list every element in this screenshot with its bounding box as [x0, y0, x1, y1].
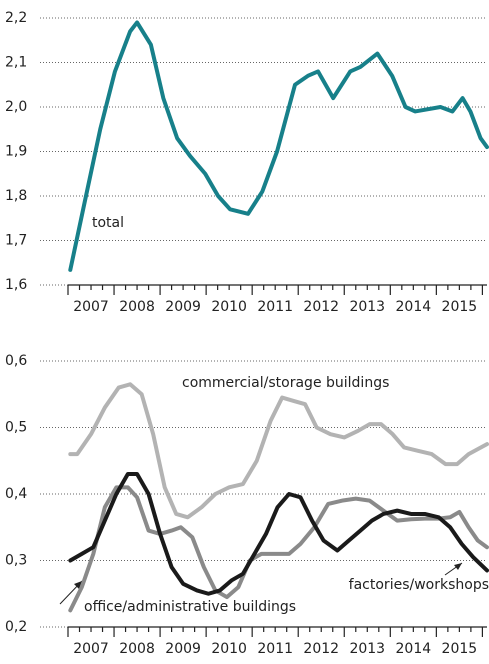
x-tick-label: 2011 [257, 299, 293, 315]
y-tick-label: 1,6 [5, 277, 27, 293]
line-series [68, 472, 489, 596]
y-tick-label: 0,2 [5, 619, 27, 635]
series-label: commercial/storage buildings [182, 375, 389, 391]
x-tick-label: 2012 [303, 299, 339, 315]
arrow-head [454, 563, 462, 570]
x-tick-label: 2008 [119, 641, 155, 657]
x-tick-label: 2009 [165, 641, 201, 657]
x-tick-label: 2007 [73, 299, 109, 315]
x-tick-label: 2014 [396, 641, 432, 657]
x-tick-label: 2015 [442, 641, 478, 657]
x-tick-label: 2009 [165, 299, 201, 315]
x-tick-label: 2008 [119, 299, 155, 315]
y-tick-label: 0,6 [5, 353, 27, 369]
y-tick-label: 0,3 [5, 553, 27, 569]
y-tick-label: 2,1 [5, 55, 27, 71]
y-tick-label: 2,0 [5, 99, 27, 115]
arrow-head [74, 581, 82, 589]
x-tick-label: 2010 [211, 299, 247, 315]
y-tick-label: 1,8 [5, 188, 27, 204]
x-tick-label: 2010 [211, 641, 247, 657]
x-tick-label: 2012 [303, 641, 339, 657]
y-tick-label: 1,9 [5, 144, 27, 160]
y-tick-label: 2,2 [5, 10, 27, 26]
x-tick-label: 2013 [349, 641, 385, 657]
series-label: factories/workshops [349, 577, 489, 593]
line-series [68, 485, 489, 613]
x-tick-label: 2011 [257, 641, 293, 657]
series-label: office/administrative buildings [84, 599, 296, 615]
y-tick-label: 1,7 [5, 233, 27, 249]
x-tick-label: 2013 [349, 299, 385, 315]
series-label: total [92, 215, 124, 231]
x-tick-label: 2015 [442, 299, 478, 315]
y-tick-label: 0,4 [5, 486, 27, 502]
x-tick-label: 2007 [73, 641, 109, 657]
line-series [68, 382, 489, 520]
y-tick-label: 0,5 [5, 420, 27, 436]
line-series [68, 20, 489, 272]
x-tick-label: 2014 [396, 299, 432, 315]
